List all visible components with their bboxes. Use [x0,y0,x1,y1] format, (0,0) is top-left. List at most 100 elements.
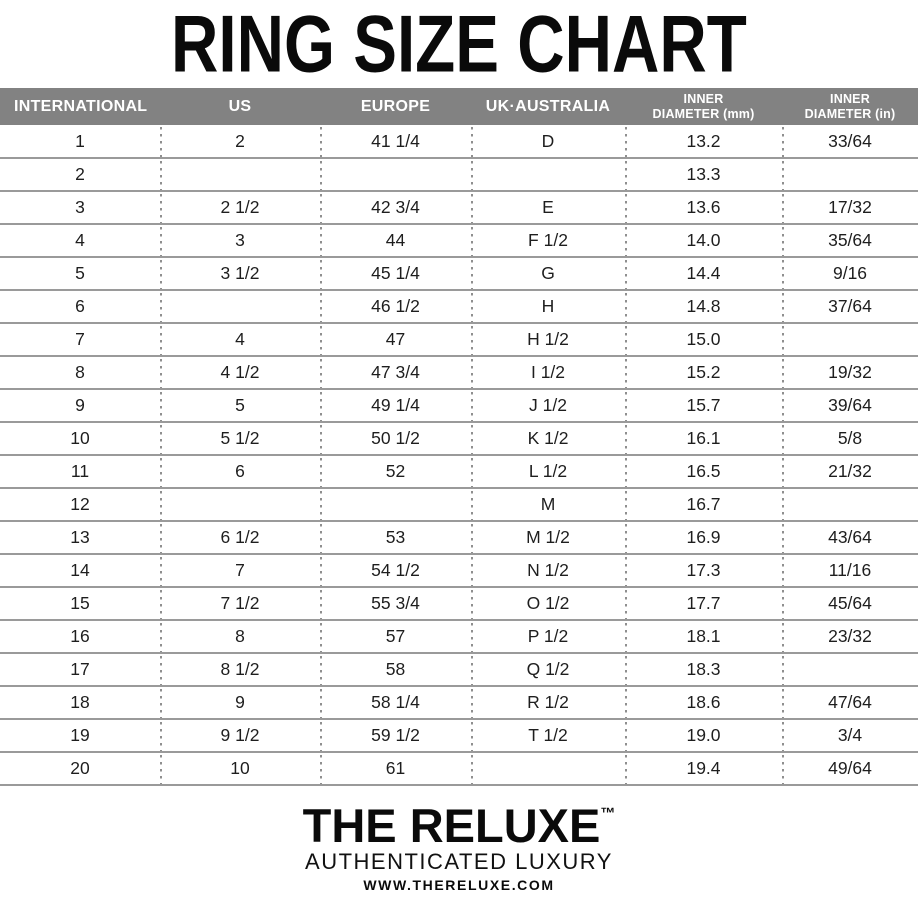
column-header-label: DIAMETER (in) [804,106,896,121]
table-cell: 3/4 [782,719,918,752]
column-header-4: INNER DIAMETER (mm) [625,88,782,125]
table-row-15: 15 7 1/2 55 3/4 O 1/2 17.7 45/64 [0,587,918,620]
table-cell: 33/64 [782,125,918,158]
table-row-6: 6 46 1/2 H 14.8 37/64 [0,290,918,323]
table-cell [782,158,918,191]
table-cell: 50 1/2 [320,422,471,455]
table-cell: 6 [75,296,85,316]
column-header-3: UK·AUSTRALIA [471,88,625,125]
table-cell [782,488,918,521]
table-cell: I 1/2 [471,356,625,389]
brand-logo: THE RELUXE™ [0,791,918,849]
table-cell: 4 1/2 [160,356,320,389]
table-cell: 3 1/2 [160,257,320,290]
table-row-14: 14 7 54 1/2 N 1/2 17.3 11/16 [0,554,918,587]
table-cell: 59 1/2 [320,719,471,752]
table-cell: 15.7 [625,389,782,422]
table-row-8: 8 4 1/2 47 3/4 I 1/2 15.2 19/32 [0,356,918,389]
table-cell: 47 [320,323,471,356]
header-row: INTERNATIONAL US EUROPE UK·AUSTRALIA INNER DI… [0,88,918,125]
table-row-9: 9 5 49 1/4 J 1/2 15.7 39/64 [0,389,918,422]
table-cell [782,323,918,356]
table-cell: 5 [75,263,85,283]
table-cell: 1 [75,130,85,151]
column-header-0: INTERNATIONAL [0,88,160,125]
table-cell: 53 [320,521,471,554]
table-cell: 6 1/2 [160,521,320,554]
table-cell: R 1/2 [471,686,625,719]
table-cell: 11 [70,461,90,481]
table-cell: 11/16 [782,554,918,587]
column-header-label: UK·AUSTRALIA [485,97,611,115]
footer: THE RELUXE™ AUTHENTICATED LUXURY WWW.THE… [0,786,918,893]
table-cell: 16.5 [625,455,782,488]
column-header-1: US [160,88,320,125]
table-cell: H [471,290,625,323]
table-cell: 19/32 [782,356,918,389]
table-row-12: 12 M 16.7 [0,488,918,521]
table-cell: 8 1/2 [160,653,320,686]
table-cell: 16.7 [625,488,782,521]
table-cell: 2 [75,164,85,184]
column-header-label: DIAMETER (mm) [652,106,755,121]
table-cell: 19.4 [625,752,782,785]
table-cell: 18.6 [625,686,782,719]
table-cell: 58 1/4 [320,686,471,719]
brand-name: THE RELUXE [302,799,601,852]
column-header-5: INNER DIAMETER (in) [782,88,918,125]
table-cell: 10 [160,752,320,785]
table-row-16: 16 8 57 P 1/2 18.1 23/32 [0,620,918,653]
table-row-18: 18 9 58 1/4 R 1/2 18.6 47/64 [0,686,918,719]
table-cell: 37/64 [782,290,918,323]
table-cell: 54 1/2 [320,554,471,587]
table-cell: 19 [70,725,90,745]
table-cell: 17.3 [625,554,782,587]
table-cell: 14.4 [625,257,782,290]
table-cell: 47/64 [782,686,918,719]
table-cell [782,653,918,686]
table-row-7: 7 4 47 H 1/2 15.0 [0,323,918,356]
table-row-3: 3 2 1/2 42 3/4 E 13.6 17/32 [0,191,918,224]
table-cell: 9 [75,395,85,415]
table-cell: 18.1 [625,620,782,653]
table-cell: 35/64 [782,224,918,257]
table-cell: 7 [75,329,85,349]
table-cell: 5/8 [782,422,918,455]
table-cell: 3 [75,197,85,217]
website-url: WWW.THERELUXE.COM [363,877,555,893]
table-cell: G [471,257,625,290]
table-cell: 9/16 [782,257,918,290]
table-row-5: 5 3 1/2 45 1/4 G 14.4 9/16 [0,257,918,290]
table-row-19: 19 9 1/2 59 1/2 T 1/2 19.0 3/4 [0,719,918,752]
table-cell: 45 1/4 [320,257,471,290]
table-cell: 17.7 [625,587,782,620]
table-cell: 15.2 [625,356,782,389]
table-cell: 5 1/2 [160,422,320,455]
table-cell: 49 1/4 [320,389,471,422]
table-cell [160,290,320,323]
table-cell [160,158,320,191]
table-cell: M 1/2 [471,521,625,554]
table-cell: 13 [70,527,90,547]
table-cell: 47 3/4 [320,356,471,389]
table-cell: K 1/2 [471,422,625,455]
table-cell: 19.0 [625,719,782,752]
table-cell: 39/64 [782,389,918,422]
table-cell: 52 [320,455,471,488]
table-cell [471,752,625,785]
table-cell: 13.6 [625,191,782,224]
table-cell: 21/32 [782,455,918,488]
column-header-label: INTERNATIONAL [14,97,148,115]
table-cell [471,158,625,191]
table-cell: H 1/2 [471,323,625,356]
table-cell: N 1/2 [471,554,625,587]
table-cell: 16 [70,626,90,646]
table-cell: 15.0 [625,323,782,356]
table-cell: 58 [320,653,471,686]
table-cell: 41 1/4 [320,125,471,158]
column-header-label: INNER [683,91,724,106]
table-cell: 42 3/4 [320,191,471,224]
column-header-label: US [228,97,252,115]
table-cell: Q 1/2 [471,653,625,686]
